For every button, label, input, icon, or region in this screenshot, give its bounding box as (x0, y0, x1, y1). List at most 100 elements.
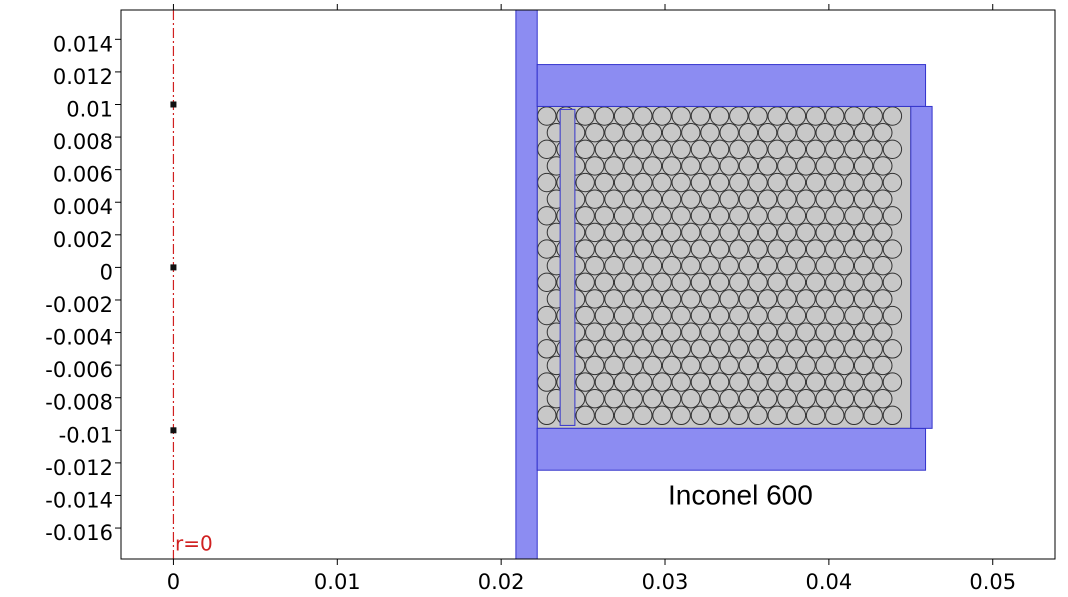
particle (739, 256, 757, 274)
particle (538, 306, 556, 324)
particle (758, 157, 776, 175)
particle (605, 356, 623, 374)
y-tick-label: -0.002 (45, 293, 113, 317)
particle (768, 273, 786, 291)
particle (643, 223, 661, 241)
particle (816, 190, 834, 208)
particle (672, 406, 690, 424)
particle (576, 273, 594, 291)
particle (826, 373, 844, 391)
particle (835, 356, 853, 374)
particle (710, 406, 728, 424)
particle (739, 190, 757, 208)
particle (653, 207, 671, 225)
particle (634, 140, 652, 158)
particle (739, 223, 757, 241)
particle (739, 356, 757, 374)
particle (758, 123, 776, 141)
particle (874, 256, 892, 274)
particle (797, 390, 815, 408)
particle (835, 190, 853, 208)
particle (595, 240, 613, 258)
particle (806, 273, 824, 291)
domain (911, 106, 932, 428)
domain (537, 65, 925, 107)
particle (768, 207, 786, 225)
particle (538, 373, 556, 391)
particle (586, 323, 604, 341)
particle (605, 223, 623, 241)
particle (662, 190, 680, 208)
particle (614, 140, 632, 158)
particle (538, 273, 556, 291)
particle (787, 140, 805, 158)
particle (835, 157, 853, 175)
particle (643, 157, 661, 175)
particle (672, 373, 690, 391)
particle (854, 356, 872, 374)
particle (720, 290, 738, 308)
particle (643, 323, 661, 341)
particle (595, 207, 613, 225)
particle (835, 123, 853, 141)
particle (806, 240, 824, 258)
particle (816, 323, 834, 341)
particle (739, 390, 757, 408)
particle (864, 273, 882, 291)
domain (560, 109, 575, 425)
particle (768, 373, 786, 391)
particle (614, 107, 632, 125)
particle (710, 107, 728, 125)
particle (826, 207, 844, 225)
particle (797, 323, 815, 341)
particle (835, 323, 853, 341)
particle (720, 323, 738, 341)
particle (749, 173, 767, 191)
particle (787, 273, 805, 291)
particle (682, 157, 700, 175)
particle (624, 223, 642, 241)
particle (605, 390, 623, 408)
particle (701, 390, 719, 408)
particle (854, 223, 872, 241)
particle (586, 157, 604, 175)
particle (576, 140, 594, 158)
particle (749, 373, 767, 391)
particle (826, 173, 844, 191)
particle (643, 390, 661, 408)
particle (605, 190, 623, 208)
particle (874, 356, 892, 374)
particle (816, 123, 834, 141)
particle (710, 340, 728, 358)
particle (874, 157, 892, 175)
particle (806, 140, 824, 158)
particle (749, 240, 767, 258)
particle (538, 406, 556, 424)
particle (634, 406, 652, 424)
particle (864, 373, 882, 391)
particle (576, 240, 594, 258)
particle (701, 356, 719, 374)
particle (605, 256, 623, 274)
point (170, 264, 176, 270)
particle (614, 306, 632, 324)
particle (758, 356, 776, 374)
particle (576, 207, 594, 225)
particle (787, 107, 805, 125)
particle (672, 273, 690, 291)
particle (662, 290, 680, 308)
particle (595, 340, 613, 358)
particle (864, 140, 882, 158)
particle (845, 340, 863, 358)
particle (624, 123, 642, 141)
particle (883, 340, 901, 358)
particle (710, 273, 728, 291)
particle (874, 190, 892, 208)
particle (586, 123, 604, 141)
particle (739, 157, 757, 175)
particle (624, 356, 642, 374)
particle (768, 240, 786, 258)
x-tick-label: 0 (167, 570, 180, 594)
particle (826, 107, 844, 125)
particle (624, 190, 642, 208)
